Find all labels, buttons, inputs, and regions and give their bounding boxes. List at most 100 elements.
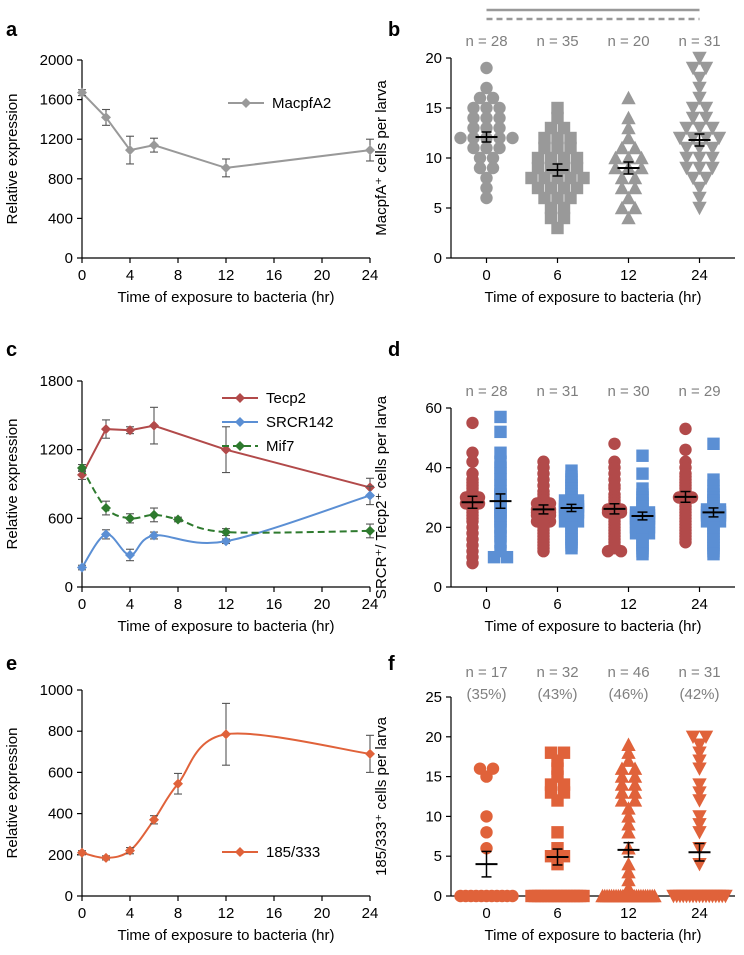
data-point: [467, 141, 480, 155]
data-point: [493, 111, 506, 125]
data-point: [544, 121, 558, 135]
data-point: [627, 793, 643, 807]
y-tick-label: 1000: [40, 682, 73, 699]
x-tick-label: 8: [174, 905, 182, 922]
data-point: [494, 410, 507, 424]
data-point: [365, 748, 375, 759]
data-point: [77, 847, 87, 858]
x-tick-label: 20: [314, 267, 331, 284]
series-srcr142: [77, 485, 375, 573]
legend-label: Tecp2: [266, 390, 306, 407]
data-point: [692, 810, 707, 824]
group-12: [595, 737, 662, 903]
data-point: [466, 455, 479, 468]
y-tick-label: 40: [425, 460, 442, 477]
group-12-b: [629, 449, 656, 561]
y-tick-label: 2000: [40, 52, 73, 69]
panel-letter: d: [388, 339, 400, 361]
data-point: [636, 547, 649, 561]
n-label: n = 30: [607, 383, 649, 400]
x-tick-label: 0: [482, 596, 490, 613]
data-point: [480, 121, 493, 135]
n-label: n = 31: [678, 33, 720, 50]
series-line: [81, 424, 371, 489]
x-tick-label: 24: [362, 267, 379, 284]
group-6-a: [530, 455, 557, 558]
data-point: [698, 171, 714, 186]
data-point: [544, 201, 558, 215]
data-point: [636, 449, 649, 462]
data-point: [577, 171, 590, 185]
data-point: [621, 753, 636, 767]
data-point: [551, 131, 564, 145]
data-point: [705, 161, 720, 176]
percent-label: (46%): [608, 686, 648, 703]
data-point: [692, 161, 707, 176]
data-point: [621, 817, 636, 831]
data-point: [614, 777, 630, 791]
n-label: n = 28: [465, 383, 507, 400]
data-point: [636, 467, 649, 480]
data-point: [531, 181, 545, 195]
data-point: [538, 171, 551, 185]
data-point: [486, 91, 500, 105]
data-point: [221, 536, 231, 547]
data-point: [125, 425, 135, 436]
data-point: [493, 121, 506, 135]
series-line: [81, 467, 371, 534]
x-tick-label: 24: [362, 596, 379, 613]
data-point: [551, 171, 564, 185]
legend-marker: [235, 441, 245, 451]
x-tick-label: 24: [362, 905, 379, 922]
y-axis-label: 185/333⁺ cells per larva: [373, 716, 390, 875]
data-point: [692, 181, 707, 196]
data-point: [149, 814, 159, 825]
data-point: [692, 71, 707, 86]
data-point: [365, 525, 375, 536]
panel-letter: a: [6, 19, 18, 41]
y-tick-label: 25: [425, 689, 442, 706]
group-24: [666, 730, 733, 904]
y-axis-label: SRCR⁺/ Tecp2⁺ cells per larva: [373, 395, 390, 599]
n-label: n = 31: [678, 664, 720, 681]
data-point: [557, 151, 571, 165]
y-tick-label: 1200: [40, 442, 73, 459]
data-point: [565, 542, 578, 555]
x-tick-label: 12: [620, 267, 637, 284]
data-point: [614, 545, 628, 558]
data-point: [627, 140, 643, 155]
data-point: [698, 131, 714, 146]
x-axis-label: Time of exposure to bacteria (hr): [117, 927, 334, 944]
data-point: [544, 151, 558, 165]
panel-c: c 0 600 1200 1800 Relative expression Time of …: [4, 339, 378, 635]
data-point: [692, 778, 707, 792]
data-point: [621, 737, 636, 751]
y-tick-label: 60: [425, 400, 442, 417]
data-point: [221, 527, 231, 538]
y-axis-label: Relative expression: [4, 728, 21, 859]
data-point: [614, 170, 630, 185]
data-point: [538, 141, 551, 155]
data-point: [621, 90, 636, 105]
data-point: [698, 101, 714, 116]
data-point: [480, 101, 493, 115]
data-point: [101, 112, 111, 123]
data-point: [608, 437, 621, 450]
data-point: [467, 111, 480, 125]
data-point: [365, 145, 375, 156]
panel-letter: f: [388, 653, 395, 675]
y-tick-label: 400: [48, 806, 73, 823]
x-tick-label: 4: [126, 905, 134, 922]
data-point: [698, 111, 714, 126]
data-point: [627, 180, 643, 195]
group-12: [608, 90, 649, 225]
data-point: [221, 729, 231, 740]
data-point: [679, 536, 692, 549]
group-0-a: [459, 416, 486, 570]
series-macpfa2: [77, 87, 375, 178]
y-tick-label: 20: [425, 50, 442, 67]
x-tick-label: 0: [78, 905, 86, 922]
y-tick-label: 5: [434, 848, 442, 865]
